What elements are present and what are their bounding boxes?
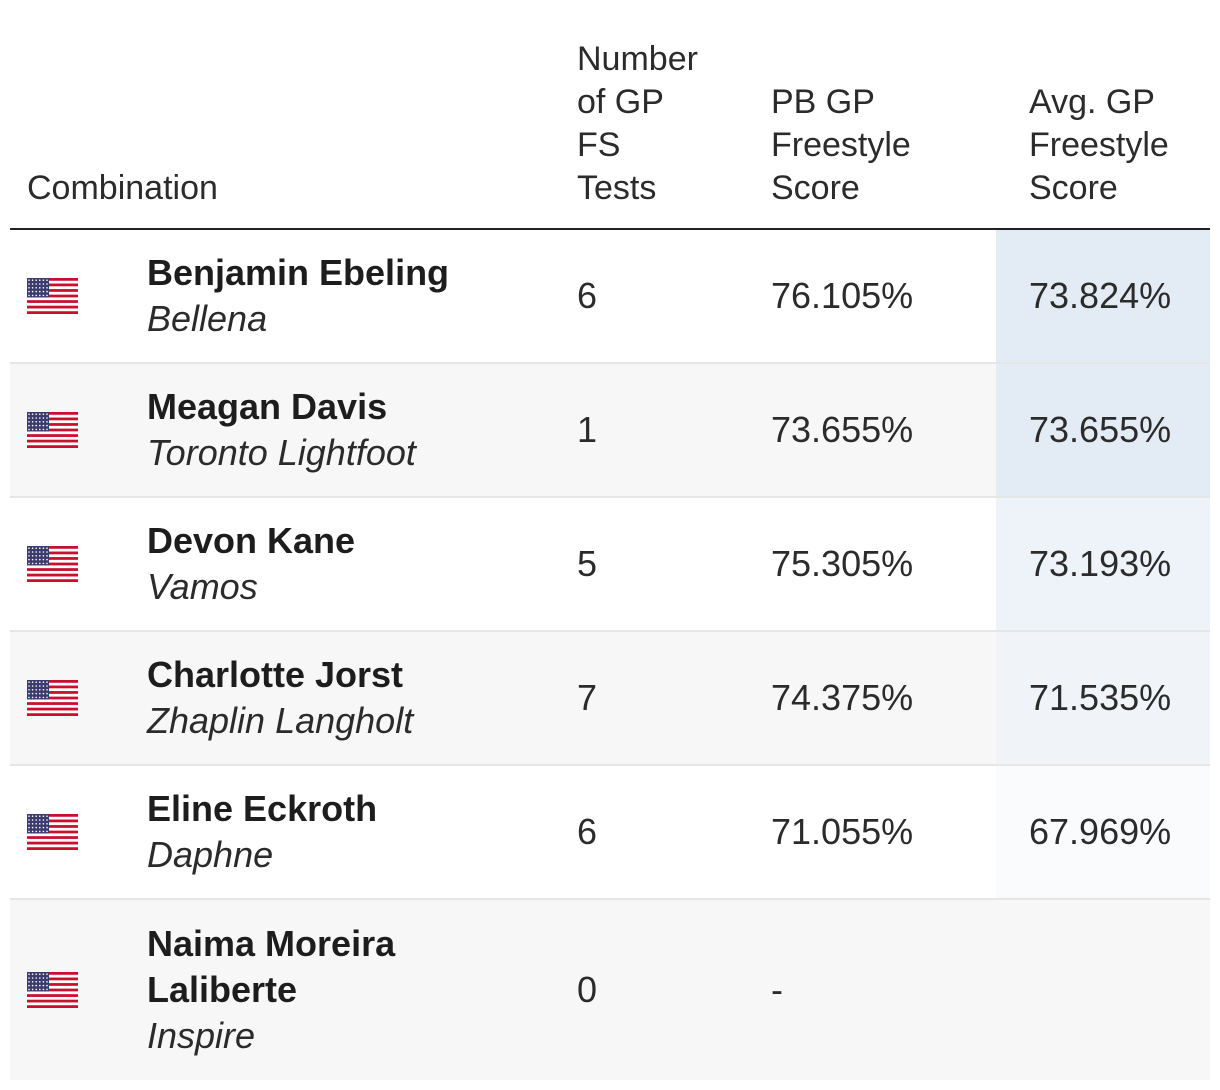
avg-score: 71.535% <box>1029 677 1172 718</box>
table-row[interactable]: Devon Kane Vamos 5 75.305% 73.193% <box>10 498 1210 632</box>
avg-score-highlight <box>996 766 1210 898</box>
us-flag-icon <box>27 546 78 582</box>
pb-score: 75.305% <box>771 543 914 584</box>
table-row[interactable]: Eline Eckroth Daphne 6 71.055% 67.969% <box>10 766 1210 900</box>
pb-score: 71.055% <box>771 811 914 852</box>
tests-count: 0 <box>577 969 598 1010</box>
combination-cell: Meagan Davis Toronto Lightfoot <box>147 384 547 476</box>
avg-score-highlight <box>996 498 1210 630</box>
tests-count: 5 <box>577 543 598 584</box>
avg-score: 73.655% <box>1029 409 1172 450</box>
pb-score: 76.105% <box>771 275 914 316</box>
avg-score-highlight <box>996 632 1210 764</box>
header-number-of-tests[interactable]: Number of GP FS Tests <box>577 40 698 207</box>
avg-score: 73.824% <box>1029 275 1172 316</box>
combination-cell: Devon Kane Vamos <box>147 518 547 610</box>
us-flag-icon <box>27 680 78 716</box>
us-flag-icon <box>27 278 78 314</box>
table-row[interactable]: Meagan Davis Toronto Lightfoot 1 73.655%… <box>10 364 1210 498</box>
horse-name[interactable]: Toronto Lightfoot <box>147 432 416 473</box>
us-flag-icon <box>27 412 78 448</box>
avg-score-highlight <box>996 230 1210 362</box>
header-combination[interactable]: Combination <box>27 169 218 207</box>
tests-count: 6 <box>577 811 598 852</box>
pb-score: 74.375% <box>771 677 914 718</box>
table-row[interactable]: Naima Moreira Laliberte Inspire 0 - <box>10 900 1210 1080</box>
rider-name[interactable]: Benjamin Ebeling <box>147 252 450 293</box>
horse-name[interactable]: Zhaplin Langholt <box>147 700 414 741</box>
us-flag-icon <box>27 972 78 1008</box>
horse-name[interactable]: Bellena <box>147 298 268 339</box>
rider-name[interactable]: Meagan Davis <box>147 386 388 427</box>
table-body: Benjamin Ebeling Bellena 6 76.105% 73.82… <box>10 230 1210 1080</box>
avg-score-highlight <box>996 364 1210 496</box>
table-row[interactable]: Charlotte Jorst Zhaplin Langholt 7 74.37… <box>10 632 1210 766</box>
horse-name[interactable]: Vamos <box>147 566 258 607</box>
horse-name[interactable]: Inspire <box>147 1015 256 1056</box>
rider-name[interactable]: Charlotte Jorst <box>147 654 404 695</box>
pb-score: - <box>771 969 783 1010</box>
combination-cell: Naima Moreira Laliberte Inspire <box>147 921 547 1059</box>
table-row[interactable]: Benjamin Ebeling Bellena 6 76.105% 73.82… <box>10 230 1210 364</box>
pb-score: 73.655% <box>771 409 914 450</box>
table-header: Combination Number of GP FS Tests PB GP … <box>10 0 1210 230</box>
results-table: Combination Number of GP FS Tests PB GP … <box>10 0 1210 1080</box>
rider-name[interactable]: Devon Kane <box>147 520 356 561</box>
combination-cell: Benjamin Ebeling Bellena <box>147 250 547 342</box>
tests-count: 1 <box>577 409 598 450</box>
rider-name[interactable]: Eline Eckroth <box>147 788 378 829</box>
avg-score-highlight <box>996 900 1210 1080</box>
us-flag-icon <box>27 814 78 850</box>
tests-count: 7 <box>577 677 598 718</box>
tests-count: 6 <box>577 275 598 316</box>
avg-score: 67.969% <box>1029 811 1172 852</box>
combination-cell: Charlotte Jorst Zhaplin Langholt <box>147 652 547 744</box>
horse-name[interactable]: Daphne <box>147 834 274 875</box>
combination-cell: Eline Eckroth Daphne <box>147 786 547 878</box>
rider-name[interactable]: Naima Moreira Laliberte <box>147 923 396 1010</box>
header-pb-score[interactable]: PB GP Freestyle Score <box>771 83 911 207</box>
avg-score: 73.193% <box>1029 543 1172 584</box>
header-avg-score[interactable]: Avg. GP Freestyle Score <box>1029 83 1169 207</box>
